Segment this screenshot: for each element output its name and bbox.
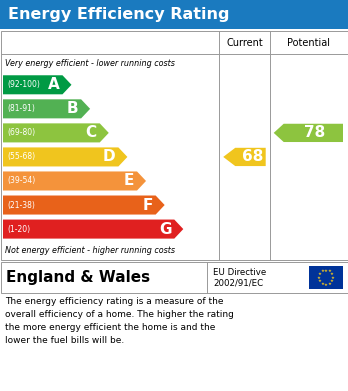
Text: The energy efficiency rating is a measure of the
overall efficiency of a home. T: The energy efficiency rating is a measur… — [5, 297, 234, 345]
Text: E: E — [124, 174, 134, 188]
Text: G: G — [159, 222, 171, 237]
Text: Energy Efficiency Rating: Energy Efficiency Rating — [8, 7, 229, 22]
Polygon shape — [3, 99, 90, 118]
Text: Very energy efficient - lower running costs: Very energy efficient - lower running co… — [5, 59, 175, 68]
Text: ★: ★ — [318, 279, 322, 283]
Text: ★: ★ — [324, 282, 328, 287]
Text: C: C — [86, 126, 97, 140]
Text: ★: ★ — [321, 282, 324, 285]
Polygon shape — [3, 220, 183, 239]
Text: ★: ★ — [327, 282, 331, 285]
Text: (1-20): (1-20) — [7, 224, 30, 233]
Text: (39-54): (39-54) — [7, 176, 35, 185]
Text: Current: Current — [226, 38, 263, 48]
Text: ★: ★ — [321, 269, 324, 273]
Polygon shape — [223, 148, 266, 166]
Text: EU Directive
2002/91/EC: EU Directive 2002/91/EC — [213, 268, 266, 287]
Text: D: D — [103, 149, 116, 165]
Text: 78: 78 — [304, 126, 325, 140]
Text: ★: ★ — [330, 279, 334, 283]
Text: ★: ★ — [317, 276, 321, 280]
Polygon shape — [3, 75, 71, 94]
Text: (21-38): (21-38) — [7, 201, 35, 210]
Text: ★: ★ — [318, 272, 322, 276]
Text: (69-80): (69-80) — [7, 128, 35, 137]
Bar — [309, 266, 343, 289]
Polygon shape — [3, 124, 109, 142]
Text: F: F — [142, 197, 153, 213]
Polygon shape — [3, 196, 165, 215]
Polygon shape — [274, 124, 343, 142]
Text: 68: 68 — [242, 149, 263, 165]
Text: England & Wales: England & Wales — [6, 270, 150, 285]
Text: Potential: Potential — [287, 38, 330, 48]
Text: ★: ★ — [327, 269, 331, 273]
Text: (55-68): (55-68) — [7, 152, 35, 161]
Text: A: A — [48, 77, 60, 92]
Text: ★: ★ — [330, 272, 334, 276]
Text: B: B — [66, 101, 78, 117]
Bar — [0, 262, 348, 293]
Text: (81-91): (81-91) — [7, 104, 35, 113]
Text: Not energy efficient - higher running costs: Not energy efficient - higher running co… — [5, 246, 175, 255]
Bar — [0, 31, 348, 260]
Text: ★: ★ — [331, 276, 335, 280]
Text: (92-100): (92-100) — [7, 80, 40, 89]
Polygon shape — [3, 172, 146, 190]
Bar — [0, 0, 348, 29]
Polygon shape — [3, 147, 127, 167]
Text: ★: ★ — [324, 269, 328, 273]
